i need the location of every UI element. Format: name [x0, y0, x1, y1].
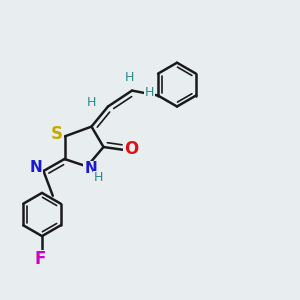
Text: N: N: [84, 161, 97, 176]
Text: S: S: [51, 125, 63, 143]
Text: H: H: [145, 85, 154, 99]
Text: F: F: [35, 250, 46, 268]
Text: H: H: [125, 70, 134, 84]
Text: H: H: [94, 171, 103, 184]
Text: N: N: [30, 160, 42, 175]
Text: O: O: [124, 140, 138, 158]
Text: H: H: [87, 95, 96, 109]
